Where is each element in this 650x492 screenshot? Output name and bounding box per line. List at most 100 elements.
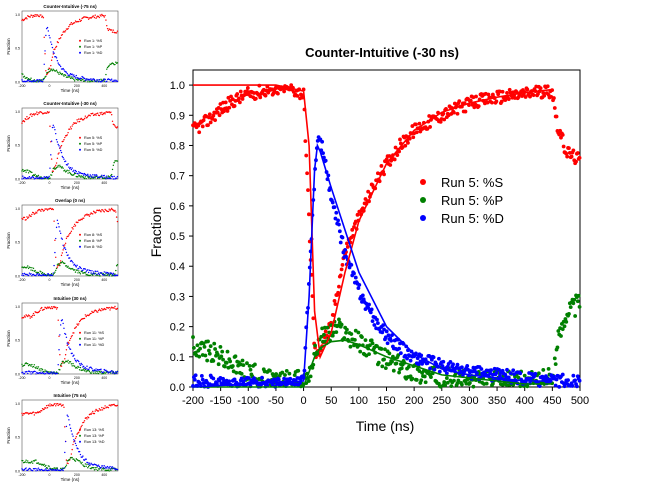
- data-point-s: [463, 109, 468, 114]
- thumbnail-point: [64, 30, 67, 32]
- thumbnail-point: [101, 406, 103, 409]
- thumbnail-point: [94, 466, 96, 469]
- thumbnail-point: [30, 269, 32, 271]
- thumbnail-point: [92, 311, 95, 313]
- thumbnail-chart-5[interactable]: Intuitive (75 ns) Time (ns) Fraction -200 0 2…: [2, 391, 126, 488]
- thumbnail-frame: [21, 204, 119, 277]
- thumbnail-point: [59, 469, 62, 472]
- thumbnail-point: [75, 266, 78, 268]
- thumbnail-point: [58, 152, 60, 154]
- thumbnail-point: [98, 79, 101, 81]
- thumbnail-point: [41, 372, 43, 375]
- thumbnail-point: [85, 271, 87, 273]
- thumbnail-point: [34, 370, 36, 373]
- data-point-p: [230, 364, 235, 368]
- data-point-s: [223, 100, 228, 105]
- thumbnail-point: [25, 118, 27, 121]
- thumbnail-point: [101, 409, 104, 411]
- thumbnail-point: [22, 119, 25, 122]
- thumbnail-point: [62, 322, 64, 325]
- thumbnail-point: [73, 80, 76, 82]
- data-point-p: [241, 363, 246, 367]
- thumbnail-point: [52, 404, 54, 407]
- thumbnail-point: [31, 372, 34, 374]
- thumbnail-point: [115, 216, 118, 218]
- thumbnail-point: [84, 463, 87, 465]
- thumbnail-point: [62, 404, 64, 406]
- data-point-d: [428, 366, 432, 371]
- data-point-s: [304, 153, 309, 158]
- thumbnail-y-tick-label: 1.0: [15, 305, 20, 309]
- data-point-p: [564, 319, 569, 324]
- thumbnail-chart-2[interactable]: Counter-Intuitive (-30 ns) Time (ns) Fract…: [2, 99, 126, 196]
- data-point-p: [356, 330, 361, 335]
- thumbnail-point: [68, 346, 70, 348]
- thumbnail-point: [92, 271, 95, 273]
- data-point-d: [494, 370, 499, 375]
- thumbnail-point: [53, 220, 55, 222]
- thumbnail-point: [64, 262, 66, 265]
- thumbnail-point: [56, 372, 59, 375]
- thumbnail-point: [46, 467, 49, 469]
- thumbnail-point: [36, 367, 39, 370]
- thumbnail-point: [97, 371, 99, 373]
- data-point-d: [437, 356, 441, 361]
- thumbnail-chart-4[interactable]: Intuitive (30 ns) Time (ns) Fraction -200 0 2…: [2, 294, 126, 391]
- thumbnail-point: [60, 167, 63, 169]
- thumbnail-legend-marker: [79, 440, 81, 443]
- thumbnail-point: [87, 368, 90, 371]
- thumbnail-point: [59, 164, 61, 167]
- thumbnail-point: [74, 437, 77, 440]
- thumbnail-point: [101, 272, 103, 274]
- thumbnail-point: [87, 214, 90, 216]
- thumbnail-point: [106, 66, 109, 69]
- data-point-p: [536, 371, 541, 376]
- thumbnail-point: [31, 115, 33, 117]
- thumbnail-point: [54, 251, 56, 254]
- thumbnail-point: [78, 460, 81, 462]
- thumbnail-point: [91, 412, 93, 414]
- thumbnail-ylabel: Fraction: [6, 427, 11, 444]
- thumbnail-point: [78, 120, 81, 123]
- data-point-d: [360, 293, 365, 298]
- thumbnail-point: [26, 216, 28, 218]
- thumbnail-point: [103, 271, 105, 273]
- thumbnail-chart-1[interactable]: Counter-Intuitive (-75 ns) Time (ns) Fract…: [2, 2, 126, 99]
- thumbnail-point: [36, 79, 39, 81]
- thumbnail-point: [22, 73, 24, 75]
- thumbnail-point: [26, 18, 28, 20]
- thumbnail-point: [67, 163, 69, 165]
- thumbnail-point: [31, 470, 34, 472]
- data-point-s: [235, 92, 240, 96]
- thumbnail-point: [111, 168, 114, 171]
- thumbnail-point: [63, 158, 65, 160]
- thumbnail-point: [82, 455, 84, 457]
- data-point-s: [438, 119, 443, 124]
- data-point-s: [355, 212, 360, 217]
- thumbnail-point: [65, 251, 68, 254]
- thumbnail-point: [56, 141, 59, 143]
- data-point-p: [383, 347, 387, 352]
- thumbnail-point: [27, 267, 30, 270]
- thumbnail-point: [55, 69, 58, 71]
- thumbnail-chart-3[interactable]: Overlap (0 ns) Time (ns) Fraction -200 0 200 4…: [2, 196, 126, 293]
- data-point-p: [344, 330, 348, 335]
- thumbnail-point: [61, 252, 64, 254]
- thumbnail-point: [48, 371, 50, 373]
- thumbnail-point: [57, 41, 59, 44]
- thumbnail-point: [42, 273, 45, 276]
- data-point-d: [276, 377, 281, 382]
- thumbnail-point: [78, 271, 81, 274]
- thumbnail-point: [38, 176, 40, 178]
- thumbnail-point: [69, 76, 71, 78]
- thumbnail-point: [92, 372, 95, 374]
- data-point-d: [544, 374, 548, 379]
- thumbnail-point: [71, 433, 73, 435]
- thumbnail-point: [113, 175, 115, 178]
- thumbnail-point: [36, 366, 38, 368]
- thumbnail-point: [32, 113, 35, 115]
- thumbnail-x-tick-label: 200: [74, 473, 80, 477]
- thumbnail-point: [94, 113, 96, 115]
- data-point-s: [245, 86, 250, 90]
- thumbnail-point: [102, 274, 105, 276]
